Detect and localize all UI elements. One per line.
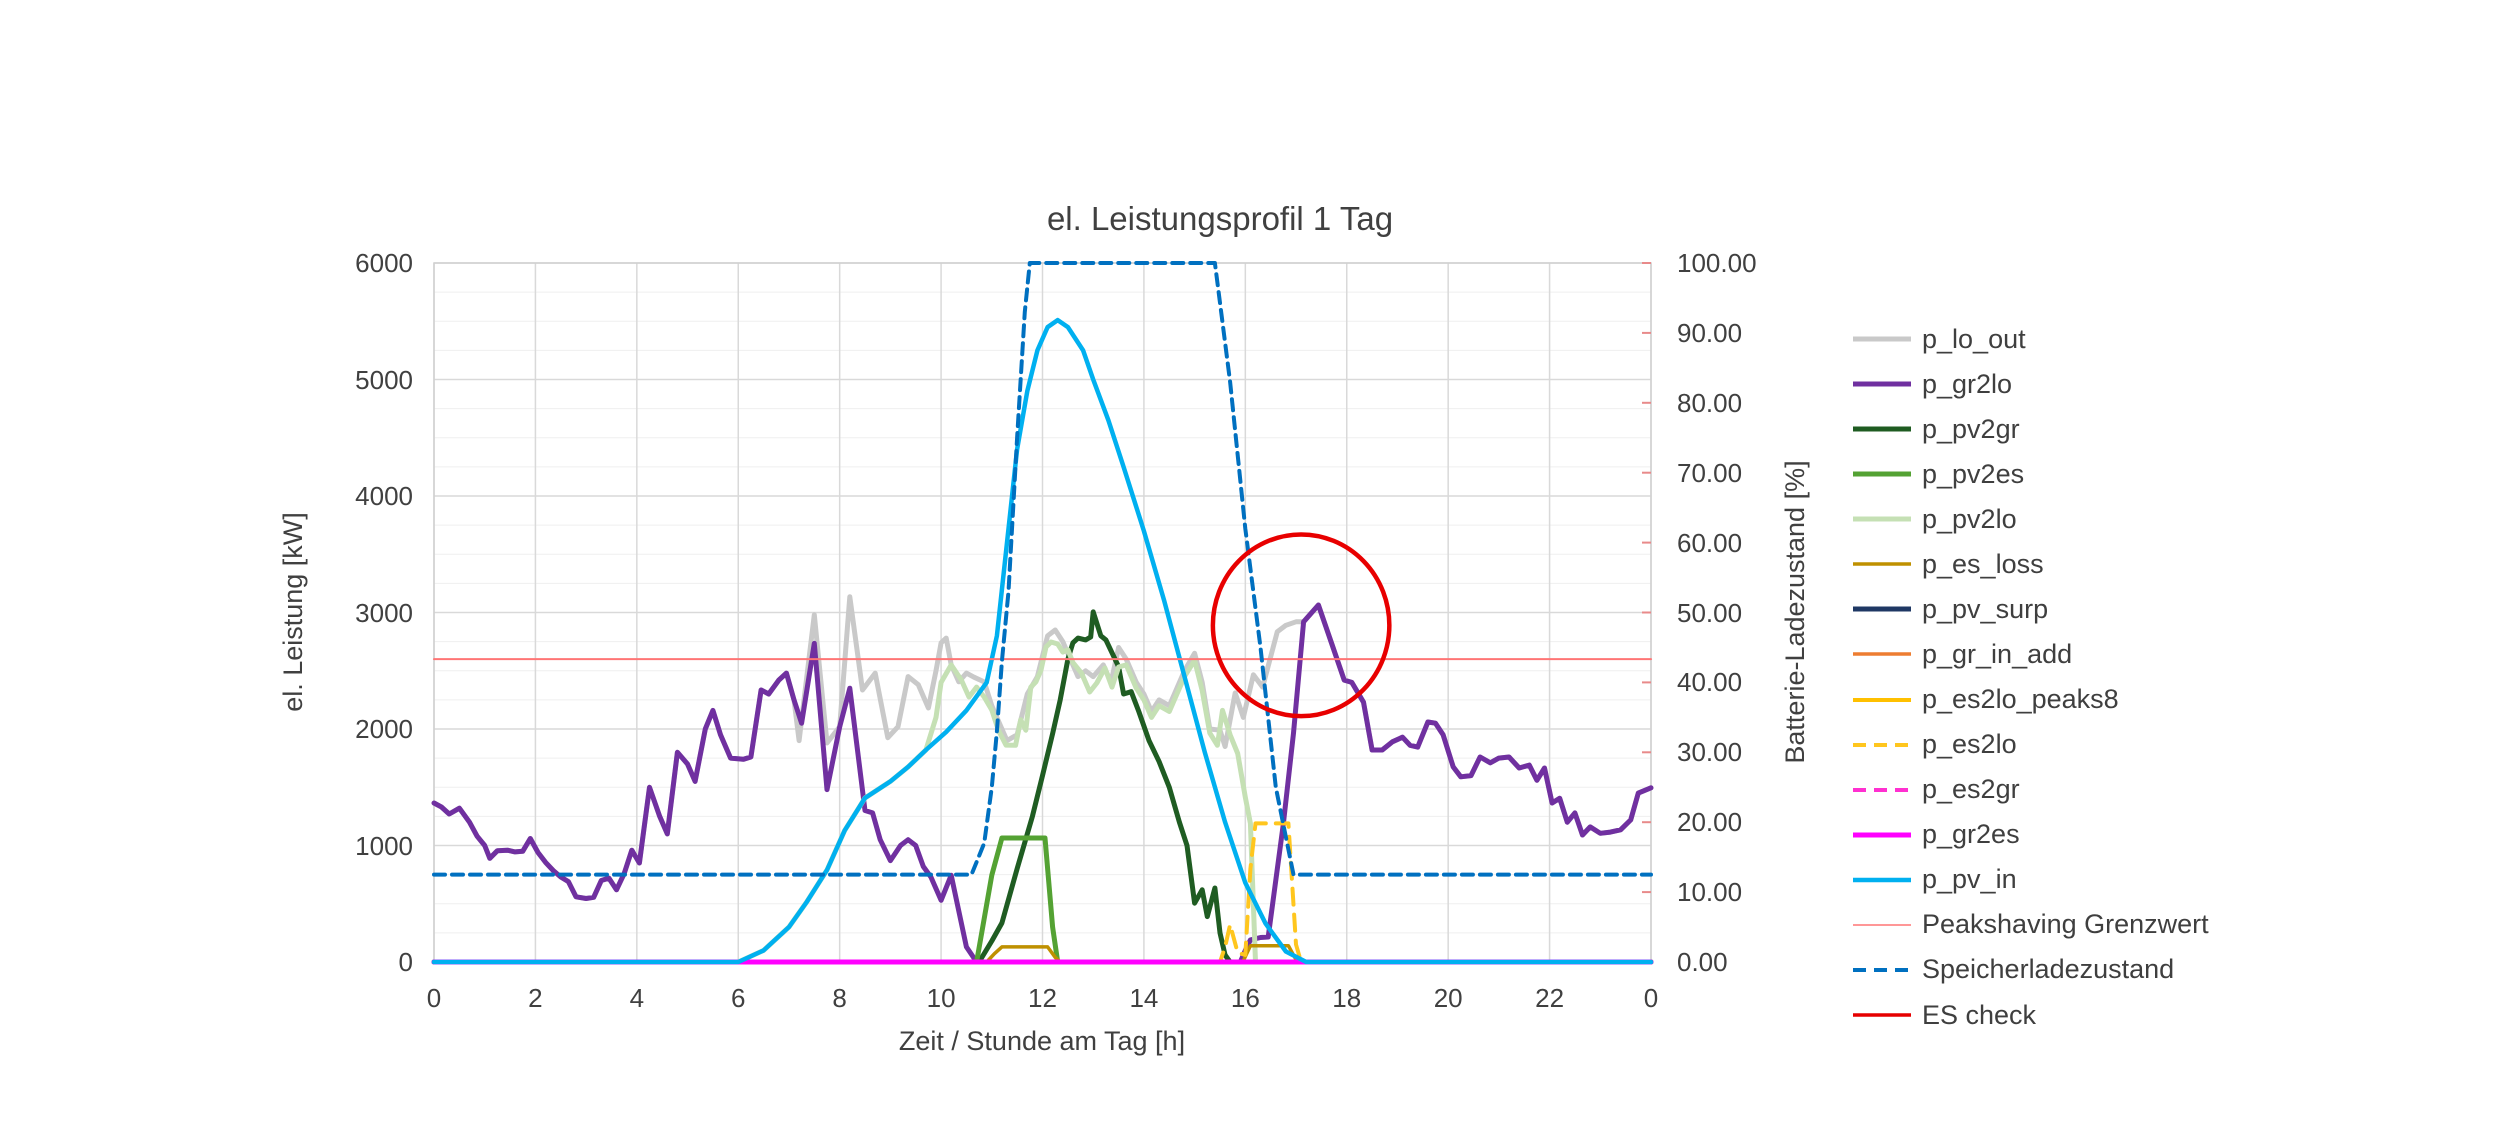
legend-label: p_lo_out bbox=[1922, 323, 2026, 354]
legend-swatch bbox=[1853, 1013, 1911, 1017]
x-axis-tick-label: 0 bbox=[1643, 983, 1659, 1013]
legend-item-Peakshaving Grenzwert: Peakshaving Grenzwert bbox=[1853, 905, 2209, 945]
left-axis-tick-label: 2000 bbox=[355, 714, 413, 744]
right-axis-tick-label: 70.00 bbox=[1677, 457, 1743, 488]
legend-swatch bbox=[1853, 516, 1911, 522]
legend-item-p_lo_out: p_lo_out bbox=[1853, 319, 2026, 359]
legend-swatch bbox=[1853, 426, 1911, 432]
x-axis-tick-label: 16 bbox=[1230, 983, 1260, 1013]
legend-label: p_gr2es bbox=[1922, 819, 2020, 850]
series-Speicherladezustand bbox=[432, 261, 1653, 877]
right-axis-tick-label: 10.00 bbox=[1677, 877, 1743, 908]
right-axis-tick-label: 100.00 bbox=[1677, 248, 1757, 278]
series-p_pv2gr bbox=[431, 609, 1654, 965]
legend-item-p_pv_in: p_pv_in bbox=[1853, 860, 2017, 900]
right-axis-tick-label: 90.00 bbox=[1677, 317, 1743, 348]
legend-swatch bbox=[1853, 652, 1911, 657]
series-p_es2lo bbox=[432, 821, 1653, 964]
series-p_gr2lo bbox=[431, 602, 1654, 965]
legend-swatch bbox=[1853, 967, 1911, 972]
legend-label: ES check bbox=[1922, 999, 2037, 1030]
legend-label: p_pv2gr bbox=[1922, 413, 2020, 444]
legend-swatch bbox=[1853, 606, 1911, 612]
legend-item-p_gr_in_add: p_gr_in_add bbox=[1853, 634, 2072, 674]
legend-item-p_gr2es: p_gr2es bbox=[1853, 815, 2020, 855]
legend-label: Speicherladezustand bbox=[1922, 954, 2175, 985]
legend-item-p_pv2lo: p_pv2lo bbox=[1853, 499, 2017, 539]
x-axis-tick-label: 8 bbox=[832, 983, 847, 1013]
right-axis-tick-label: 40.00 bbox=[1677, 667, 1743, 698]
legend-swatch bbox=[1853, 832, 1911, 838]
legend-swatch bbox=[1853, 742, 1911, 747]
legend-label: p_es2lo_peaks8 bbox=[1922, 684, 2119, 715]
legend-item-p_pv2es: p_pv2es bbox=[1853, 454, 2024, 494]
legend-label: Peakshaving Grenzwert bbox=[1922, 909, 2209, 940]
legend-item-p_es2lo: p_es2lo bbox=[1853, 725, 2017, 765]
legend-label: p_pv2lo bbox=[1922, 503, 2017, 534]
legend-swatch bbox=[1853, 697, 1911, 702]
legend-swatch bbox=[1853, 471, 1911, 477]
legend-item-ES check: ES check bbox=[1853, 995, 2036, 1035]
x-axis-tick-label: 10 bbox=[926, 983, 956, 1013]
legend-item-p_es2lo_peaks8: p_es2lo_peaks8 bbox=[1853, 680, 2119, 720]
left-axis-tick-label: 1000 bbox=[355, 830, 413, 861]
right-axis-tick-label: 20.00 bbox=[1677, 807, 1743, 838]
legend-label: p_gr_in_add bbox=[1922, 638, 2073, 669]
series-p_pv_in bbox=[431, 317, 1654, 965]
right-axis-tick-label: 80.00 bbox=[1677, 387, 1743, 418]
x-axis-tick-label: 2 bbox=[528, 983, 543, 1013]
legend-label: p_es2lo bbox=[1922, 729, 2017, 760]
left-axis-tick-label: 0 bbox=[398, 947, 413, 977]
legend-swatch bbox=[1853, 924, 1911, 926]
right-axis-tick-label: 50.00 bbox=[1677, 597, 1743, 628]
legend-item-Speicherladezustand: Speicherladezustand bbox=[1853, 950, 2174, 990]
x-axis-tick-label: 4 bbox=[629, 983, 645, 1013]
legend-label: p_pv2es bbox=[1922, 458, 2025, 489]
right-axis-tick-label: 60.00 bbox=[1677, 527, 1743, 558]
right-axis-tick-label: 30.00 bbox=[1677, 737, 1743, 768]
x-axis-tick-label: 14 bbox=[1129, 983, 1159, 1013]
legend-label: p_gr2lo bbox=[1922, 368, 2013, 399]
legend-label: p_pv_in bbox=[1922, 864, 2017, 895]
legend-label: p_es_loss bbox=[1922, 548, 2044, 579]
legend-label: p_pv_surp bbox=[1922, 593, 2049, 624]
legend-swatch bbox=[1853, 381, 1911, 387]
legend-swatch bbox=[1853, 562, 1911, 567]
x-axis-tick-label: 22 bbox=[1535, 983, 1565, 1013]
left-axis-tick-label: 5000 bbox=[355, 364, 413, 395]
x-axis-title: Zeit / Stunde am Tag [h] bbox=[898, 1026, 1186, 1056]
x-axis-tick-label: 0 bbox=[426, 983, 442, 1013]
chart-title: el. Leistungsprofil 1 Tag bbox=[1046, 200, 1394, 237]
x-axis-tick-label: 6 bbox=[731, 983, 746, 1013]
x-axis-tick-label: 12 bbox=[1028, 983, 1057, 1013]
left-axis-tick-label: 6000 bbox=[355, 248, 413, 278]
legend-swatch bbox=[1853, 336, 1911, 342]
legend-item-p_es2gr: p_es2gr bbox=[1853, 770, 2020, 810]
legend-item-p_es_loss: p_es_loss bbox=[1853, 544, 2044, 584]
legend-item-p_pv2gr: p_pv2gr bbox=[1853, 409, 2020, 449]
legend-swatch bbox=[1853, 787, 1911, 792]
x-axis-tick-label: 18 bbox=[1332, 983, 1362, 1013]
right-axis-tick-label: 0.00 bbox=[1677, 947, 1728, 977]
series-p_pv2es bbox=[431, 835, 1654, 965]
legend-item-p_pv_surp: p_pv_surp bbox=[1853, 589, 2048, 629]
left-axis-tick-label: 4000 bbox=[355, 481, 413, 511]
legend-label: p_es2gr bbox=[1922, 774, 2020, 805]
legend-swatch bbox=[1853, 877, 1911, 883]
legend-item-p_gr2lo: p_gr2lo bbox=[1853, 364, 2012, 404]
es-check-highlight-circle bbox=[1210, 532, 1392, 719]
left-axis-tick-label: 3000 bbox=[355, 597, 413, 628]
x-axis-tick-label: 20 bbox=[1433, 983, 1463, 1013]
